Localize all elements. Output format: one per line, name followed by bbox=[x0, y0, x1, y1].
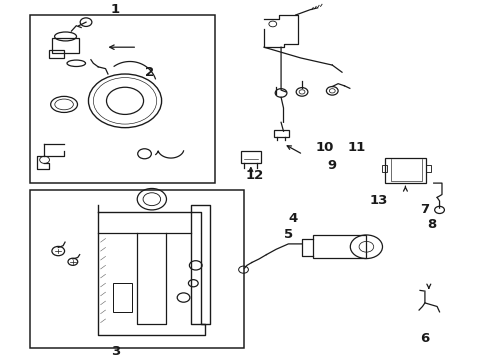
Text: 13: 13 bbox=[368, 194, 387, 207]
Text: 8: 8 bbox=[427, 218, 436, 231]
Text: 9: 9 bbox=[327, 159, 336, 172]
Bar bbox=[49, 50, 64, 58]
Bar bbox=[384, 158, 426, 183]
Text: 12: 12 bbox=[244, 170, 263, 183]
Text: 7: 7 bbox=[420, 203, 428, 216]
Text: 10: 10 bbox=[315, 141, 333, 154]
Bar bbox=[312, 235, 366, 258]
Text: 4: 4 bbox=[288, 212, 297, 225]
Bar bbox=[30, 15, 215, 183]
Bar bbox=[426, 165, 430, 172]
Text: 1: 1 bbox=[110, 3, 120, 16]
Text: 11: 11 bbox=[347, 141, 365, 154]
Bar bbox=[113, 283, 132, 312]
Bar bbox=[273, 130, 289, 137]
Bar bbox=[30, 190, 244, 348]
Bar bbox=[382, 165, 386, 172]
Bar bbox=[240, 151, 261, 163]
Text: 5: 5 bbox=[283, 229, 292, 242]
Text: 6: 6 bbox=[419, 332, 428, 345]
Text: 3: 3 bbox=[110, 345, 120, 358]
Text: 2: 2 bbox=[144, 66, 154, 79]
Bar bbox=[52, 38, 79, 53]
